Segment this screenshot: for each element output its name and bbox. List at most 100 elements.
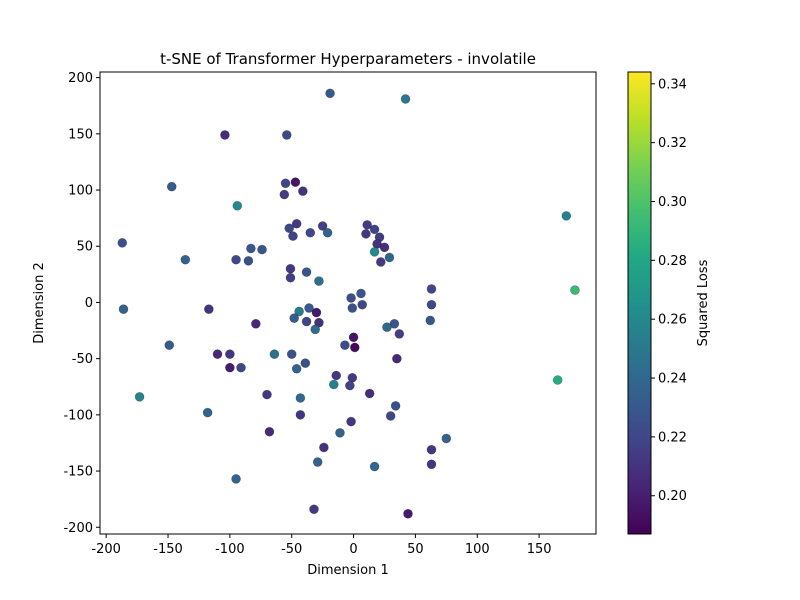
- scatter-point: [231, 254, 241, 265]
- scatter-point: [225, 349, 235, 359]
- colorbar-tick-label: 0.34: [658, 77, 687, 92]
- x-tick-label: 150: [527, 542, 552, 557]
- colorbar-tick-label: 0.30: [658, 195, 687, 210]
- colorbar-ticks: 0.20 0.22 0.24 0.26 0.28 0.30 0.32 0.34: [651, 77, 687, 504]
- scatter-point: [236, 362, 246, 373]
- scatter-point: [284, 223, 295, 234]
- scatter-point: [314, 276, 324, 286]
- scatter-point: [295, 410, 306, 420]
- colorbar-tick-label: 0.20: [658, 489, 687, 504]
- scatter-points: [117, 88, 580, 519]
- scatter-point: [340, 340, 350, 350]
- scatter-point: [345, 380, 355, 391]
- scatter-point: [319, 442, 329, 453]
- colorbar-tick-label: 0.28: [658, 254, 687, 269]
- scatter-point: [375, 257, 386, 267]
- scatter-point: [286, 349, 297, 359]
- scatter-point: [441, 433, 452, 444]
- scatter-point: [382, 322, 392, 332]
- scatter-point: [204, 304, 214, 314]
- y-tick-label: -50: [72, 352, 93, 367]
- scatter-point: [285, 263, 296, 274]
- x-axis-label: Dimension 1: [307, 563, 389, 578]
- scatter-point: [384, 252, 395, 263]
- scatter-point: [356, 288, 366, 299]
- scatter-point: [362, 220, 372, 230]
- plot-frame: [99, 71, 597, 535]
- scatter-point: [264, 426, 275, 437]
- scatter-point: [295, 393, 306, 403]
- scatter-point: [426, 444, 437, 455]
- scatter-point: [117, 238, 128, 248]
- scatter-point: [246, 243, 256, 254]
- scatter-point: [304, 303, 314, 313]
- scatter-point: [426, 299, 437, 310]
- scatter-point: [243, 256, 254, 266]
- scatter-point: [357, 299, 368, 310]
- scatter-point: [392, 353, 402, 364]
- scatter-point: [251, 318, 261, 329]
- scatter-point: [369, 461, 380, 472]
- y-tick-label: -200: [63, 521, 93, 536]
- scatter-point: [311, 307, 322, 318]
- y-axis-label: Dimension 2: [32, 262, 47, 344]
- scatter-point: [379, 242, 390, 253]
- scatter-point: [328, 379, 339, 390]
- scatter-point: [280, 178, 291, 189]
- scatter-point: [164, 340, 175, 350]
- scatter-point: [166, 181, 177, 192]
- scatter-point: [288, 231, 298, 241]
- scatter-point: [312, 457, 323, 467]
- x-tick-label: -100: [215, 542, 245, 557]
- scatter-point: [369, 224, 380, 235]
- scatter-point: [347, 303, 358, 313]
- scatter-point: [349, 342, 360, 353]
- scatter-point: [552, 375, 563, 385]
- scatter-point: [385, 411, 396, 421]
- y-tick-label: -100: [63, 408, 93, 423]
- x-tick-label: 50: [407, 542, 424, 557]
- scatter-point: [561, 211, 572, 221]
- scatter-point: [290, 177, 301, 187]
- scatter-point: [291, 218, 302, 229]
- scatter-point: [317, 221, 328, 231]
- y-tick-label: 50: [76, 240, 93, 255]
- colorbar-tick-label: 0.22: [658, 430, 687, 445]
- scatter-point: [231, 474, 241, 484]
- scatter-point: [426, 459, 437, 470]
- scatter-point: [570, 285, 580, 295]
- scatter-point: [281, 130, 292, 140]
- scatter-point: [309, 504, 319, 515]
- scatter-point: [390, 401, 401, 411]
- y-tick-label: 100: [68, 184, 93, 199]
- scatter-point: [348, 332, 359, 343]
- x-tick-label: -50: [281, 542, 302, 557]
- y-tick-label: 0: [85, 296, 93, 311]
- scatter-point: [279, 189, 290, 200]
- scatter-point: [300, 358, 311, 368]
- scatter-point: [301, 267, 312, 277]
- scatter-point: [325, 88, 335, 99]
- scatter-point: [426, 284, 437, 294]
- scatter-point: [361, 229, 371, 239]
- colorbar: [627, 71, 652, 535]
- scatter-point: [369, 247, 380, 257]
- colorbar-tick-label: 0.24: [658, 372, 687, 387]
- scatter-point: [202, 407, 213, 418]
- x-tick-label: 0: [349, 542, 357, 557]
- scatter-point: [400, 94, 411, 104]
- scatter-point: [346, 293, 356, 303]
- scatter-point: [134, 392, 145, 402]
- y-tick-label: 200: [68, 71, 93, 86]
- scatter-point: [425, 315, 436, 326]
- scatter-point: [346, 416, 356, 427]
- chart-title: t-SNE of Transformer Hyperparameters - i…: [160, 50, 536, 68]
- scatter-point: [118, 304, 129, 314]
- scatter-point: [305, 227, 316, 238]
- scatter-point: [403, 508, 413, 519]
- scatter-point: [262, 389, 272, 400]
- colorbar-tick-label: 0.32: [658, 136, 687, 151]
- scatter-point: [232, 200, 243, 211]
- scatter-point: [335, 428, 345, 438]
